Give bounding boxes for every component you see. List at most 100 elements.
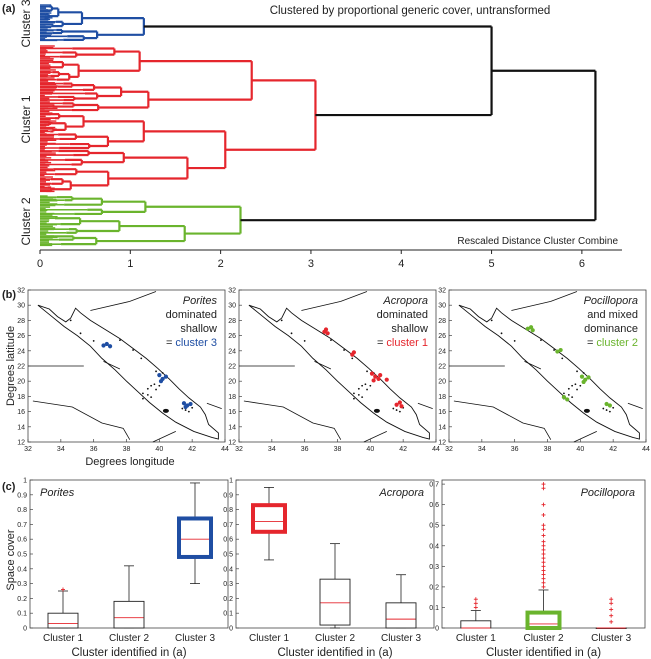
box xyxy=(113,600,145,629)
y-tick-label: 14 xyxy=(438,424,446,431)
cluster-point xyxy=(581,379,586,385)
site-cluster xyxy=(583,408,590,413)
x-tick-label: 44 xyxy=(642,446,650,453)
site-point xyxy=(343,349,345,351)
map-panels: 32 34 36 38 40 42 441214161820222426283032Pori… xyxy=(17,288,650,454)
cluster-point xyxy=(371,378,376,383)
y-tick-label: 0 xyxy=(23,626,27,633)
panel-a-dendrogram: (a) Clustered by proportional generic co… xyxy=(2,0,622,270)
y-tick-label: 30 xyxy=(17,303,25,310)
y-tick-label: 20 xyxy=(228,379,236,386)
border-line xyxy=(301,291,368,311)
y-tick-label: 16 xyxy=(17,409,25,416)
map-porites: 32 34 36 38 40 42 44 12 14 16 18 20 22 24 26 28 30 32 Pori… xyxy=(17,288,229,454)
y-tick-label: 22 xyxy=(228,364,236,371)
site-point xyxy=(364,383,367,386)
category-label: Cluster 3 xyxy=(591,633,631,644)
site-point xyxy=(567,387,570,390)
map-cluster-label: = cluster 2 xyxy=(587,337,638,349)
y-tick-label: 32 xyxy=(17,288,25,295)
x-tick-label: 42 xyxy=(188,446,196,453)
site-point xyxy=(361,396,364,399)
y-tick-label: 14 xyxy=(17,424,25,431)
y-tick-label: 18 xyxy=(438,394,446,401)
category-label: Cluster 3 xyxy=(175,633,215,644)
y-tick-label: 14 xyxy=(228,424,236,431)
border-line xyxy=(32,400,131,440)
x-tick-label: 38 xyxy=(544,446,552,453)
x-tick-label: 34 xyxy=(57,446,65,453)
cluster-point xyxy=(561,395,567,400)
border-line xyxy=(243,400,342,440)
site-point xyxy=(500,332,503,335)
cluster-point xyxy=(384,377,389,382)
merge-links xyxy=(143,25,597,222)
site-point xyxy=(605,409,608,411)
border-line xyxy=(453,400,552,440)
site-point xyxy=(357,393,360,396)
y-tick-label: 0.4 xyxy=(17,566,27,573)
site-cluster xyxy=(373,408,380,413)
site-point xyxy=(392,407,395,410)
map-desc-1: and mixed xyxy=(587,309,638,321)
x-tick-label: 5 xyxy=(489,258,495,270)
site-point xyxy=(158,384,161,387)
site-point xyxy=(79,332,82,335)
cluster-point xyxy=(325,331,330,336)
y-tick-label: 28 xyxy=(438,318,446,325)
site-point xyxy=(150,384,153,387)
y-tick-label: 0.2 xyxy=(429,584,439,591)
y-tick-label: 26 xyxy=(17,333,25,340)
y-tick-label: 22 xyxy=(438,364,446,371)
y-tick-label: 32 xyxy=(438,288,446,295)
site-point xyxy=(357,387,360,390)
cluster-point xyxy=(181,401,187,406)
x-tick-label: 32 xyxy=(445,446,453,453)
y-tick-label: 0 xyxy=(229,626,233,633)
y-tick-label: 0.7 xyxy=(17,522,27,529)
dendrogram-xlabel: Rescaled Distance Cluster Combine xyxy=(457,236,618,247)
site-point xyxy=(571,384,574,387)
y-tick-label: 12 xyxy=(17,440,25,447)
site-point xyxy=(150,396,153,399)
y-tick-label: 26 xyxy=(228,333,236,340)
site-point xyxy=(513,340,516,342)
y-tick-label: 0.7 xyxy=(223,522,233,529)
y-tick-label: 0.9 xyxy=(223,492,233,499)
cluster-point xyxy=(158,379,164,384)
map-eq: = xyxy=(587,337,596,349)
y-tick-label: 30 xyxy=(438,303,446,310)
site-point xyxy=(576,388,578,391)
cluster-point xyxy=(530,328,535,333)
border-line xyxy=(152,431,176,443)
map-desc-2: shallow xyxy=(391,323,428,335)
y-tick-label: 1 xyxy=(23,478,27,485)
cluster-point xyxy=(558,347,563,353)
border-line xyxy=(524,361,542,370)
x-tick-label: 42 xyxy=(609,446,617,453)
boxplot-xlabel: Cluster identified in (a) xyxy=(486,647,601,659)
x-tick-label: 40 xyxy=(576,446,584,453)
y-tick-label: 0.5 xyxy=(429,523,439,530)
cluster-point xyxy=(369,371,375,376)
y-tick-label: 12 xyxy=(438,440,446,447)
map-desc-1: dominated xyxy=(166,309,217,321)
y-tick-label: 0.8 xyxy=(17,507,27,514)
coastline xyxy=(458,304,640,440)
y-tick-label: 22 xyxy=(17,364,25,371)
x-tick-label: 3 xyxy=(308,258,314,270)
border-line xyxy=(363,431,387,443)
box xyxy=(525,610,562,630)
y-tick-label: 28 xyxy=(228,318,236,325)
cluster-point xyxy=(607,403,612,408)
y-tick-label: 32 xyxy=(228,288,236,295)
border-line xyxy=(90,291,157,311)
site-point xyxy=(398,410,401,413)
cluster-point xyxy=(351,350,357,355)
y-tick-label: 0.9 xyxy=(17,492,27,499)
y-tick-label: 0.7 xyxy=(429,482,439,489)
x-tick-label: 36 xyxy=(90,446,98,453)
site-point xyxy=(351,357,354,360)
map-acropora: 32 34 36 38 40 42 44 12 14 16 18 20 22 24 26 28 30 32 Acro… xyxy=(228,288,440,454)
category-label: Cluster 2 xyxy=(315,633,355,644)
